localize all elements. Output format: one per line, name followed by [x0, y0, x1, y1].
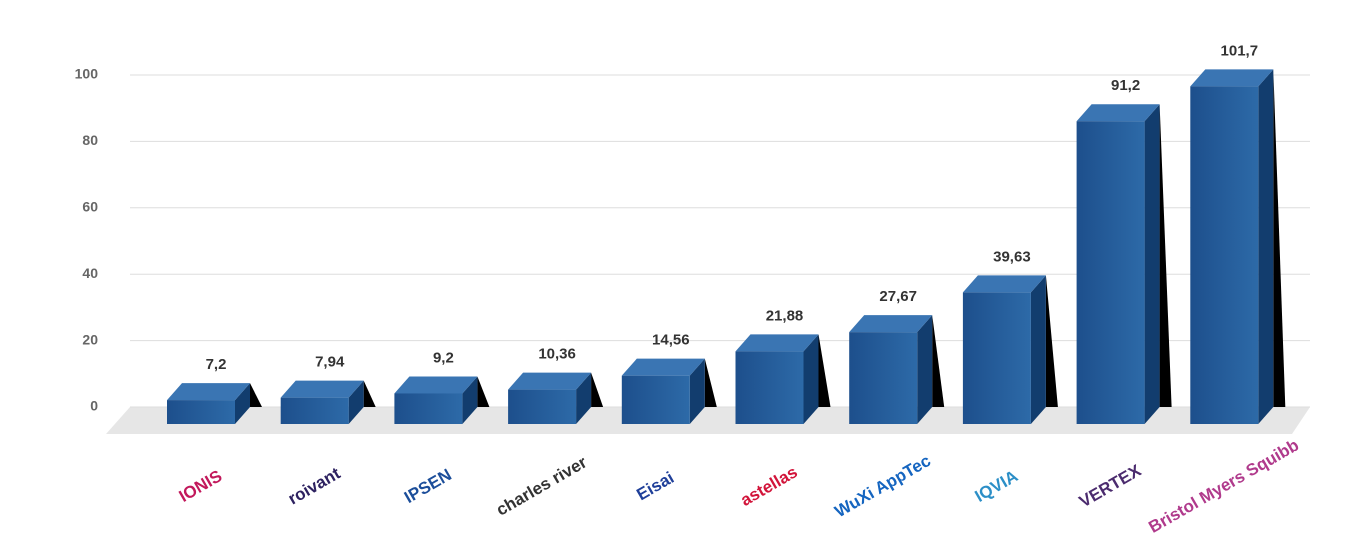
bar-top: [1076, 104, 1160, 122]
bar: [1190, 86, 1259, 424]
category-logo: astellas: [737, 462, 801, 510]
y-tick-label: 40: [82, 265, 98, 281]
value-label: 91,2: [1111, 77, 1140, 94]
bar-shadow: [250, 383, 262, 407]
bar-side: [1030, 275, 1046, 424]
value-label: 39,63: [993, 248, 1031, 265]
bar-side: [917, 315, 933, 424]
bar-shadow: [1273, 69, 1286, 407]
bar: [849, 332, 918, 424]
bar: [280, 397, 349, 424]
bar-top: [735, 334, 819, 352]
bar-shadow: [1045, 275, 1058, 407]
bar: [508, 389, 577, 424]
bar-side: [576, 372, 592, 424]
bar: [1076, 121, 1145, 424]
bar-top: [394, 376, 478, 394]
bar-shadow: [477, 376, 490, 407]
category-logo: Bristol Myers Squibb: [1145, 435, 1302, 536]
bar-side: [1258, 69, 1274, 424]
bar-top: [280, 380, 364, 398]
bar: [962, 292, 1031, 424]
bar-shadow: [932, 315, 945, 407]
bar: [621, 375, 690, 424]
bar-top: [962, 275, 1046, 293]
category-logo: VERTEX: [1076, 461, 1145, 512]
y-tick-label: 20: [82, 331, 98, 347]
bar-side: [1144, 104, 1160, 424]
bar-top: [167, 383, 250, 401]
value-label: 7,2: [206, 356, 227, 373]
bar-side: [348, 380, 364, 424]
bar-side: [462, 376, 478, 424]
bar-side: [235, 383, 250, 424]
value-label: 7,94: [315, 354, 345, 371]
bar: [394, 393, 463, 424]
value-label: 101,7: [1221, 42, 1259, 59]
category-logo: IQVIA: [972, 466, 1022, 506]
value-label: 21,88: [766, 307, 804, 324]
value-label: 14,56: [652, 332, 690, 349]
bar-side: [689, 358, 705, 424]
category-logo: charles river: [493, 452, 590, 519]
bar-top: [1190, 69, 1274, 87]
y-tick-label: 60: [82, 199, 98, 215]
category-logo: Eisai: [633, 468, 677, 504]
bar-shadow: [363, 380, 376, 407]
category-logo: WuXi AppTec: [831, 451, 933, 521]
bar-shadow: [591, 372, 604, 407]
bar-side: [803, 334, 819, 424]
bar-shadow: [818, 334, 831, 407]
bar-top: [849, 315, 933, 333]
bar: [735, 351, 804, 424]
bar-shadow: [704, 358, 717, 407]
bar: [167, 400, 235, 424]
y-tick-label: 0: [90, 398, 98, 414]
value-label: 27,67: [879, 288, 917, 305]
bar-top: [621, 358, 705, 376]
value-label: 9,2: [433, 349, 454, 366]
y-tick-label: 80: [82, 132, 98, 148]
category-logo: IPSEN: [401, 465, 455, 507]
category-logo: roivant: [285, 464, 344, 509]
category-logo: IONIS: [176, 466, 226, 506]
y-tick-label: 100: [75, 66, 99, 82]
value-label: 10,36: [538, 346, 576, 363]
bar-shadow: [1159, 104, 1172, 407]
bar-top: [508, 372, 592, 390]
